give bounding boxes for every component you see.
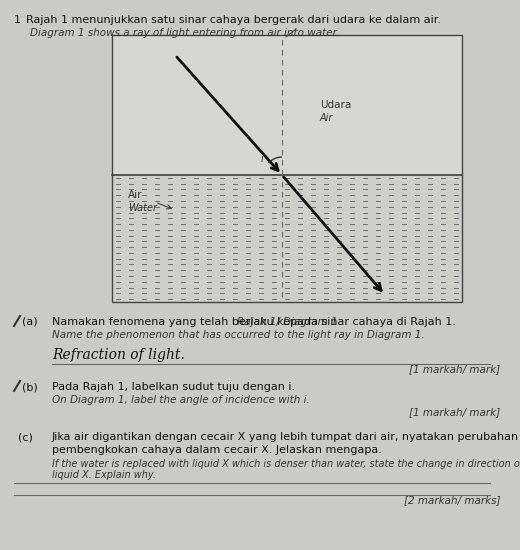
Text: 1: 1: [14, 15, 21, 25]
Text: Jika air digantikan dengan cecair X yang lebih tumpat dari air, nyatakan perubah: Jika air digantikan dengan cecair X yang…: [52, 432, 520, 442]
Text: pembengkokan cahaya dalam cecair X. Jelaskan mengapa.: pembengkokan cahaya dalam cecair X. Jela…: [52, 445, 382, 455]
Text: (a): (a): [22, 317, 37, 327]
Text: Udara: Udara: [320, 100, 351, 110]
Bar: [112, 35, 462, 302]
Text: i: i: [261, 154, 263, 164]
Text: Refraction of light.: Refraction of light.: [52, 348, 185, 362]
Text: On Diagram 1, label the angle of incidence with i.: On Diagram 1, label the angle of inciden…: [52, 395, 310, 405]
Text: Name the phenomenon that has occurred to the light ray in Diagram 1.: Name the phenomenon that has occurred to…: [52, 330, 425, 340]
Text: liquid X. Explain why.: liquid X. Explain why.: [52, 470, 156, 480]
Text: Rajah 1 menunjukkan satu sinar cahaya bergerak dari udara ke dalam air.: Rajah 1 menunjukkan satu sinar cahaya be…: [26, 15, 441, 25]
Text: [1 markah/ mark]: [1 markah/ mark]: [409, 364, 500, 374]
Text: If the water is replaced with liquid X which is denser than water, state the cha: If the water is replaced with liquid X w…: [52, 459, 520, 469]
Text: Water: Water: [128, 203, 157, 213]
Text: (b): (b): [22, 382, 38, 392]
Text: (c): (c): [18, 432, 33, 442]
Text: Air: Air: [320, 113, 333, 123]
Bar: [112, 175, 462, 302]
Text: Rajah 1/ Diagram 1: Rajah 1/ Diagram 1: [237, 317, 337, 327]
Text: Namakan fenomena yang telah berlaku kepada sinar cahaya di Rajah 1.: Namakan fenomena yang telah berlaku kepa…: [52, 317, 456, 327]
Text: [2 markah/ marks]: [2 markah/ marks]: [404, 495, 500, 505]
Bar: [112, 35, 462, 175]
Text: Pada Rajah 1, labelkan sudut tuju dengan i.: Pada Rajah 1, labelkan sudut tuju dengan…: [52, 382, 295, 392]
Text: [1 markah/ mark]: [1 markah/ mark]: [409, 407, 500, 417]
Text: Air: Air: [128, 190, 142, 200]
Text: Diagram 1 shows a ray of light entering from air into water.: Diagram 1 shows a ray of light entering …: [30, 28, 339, 38]
